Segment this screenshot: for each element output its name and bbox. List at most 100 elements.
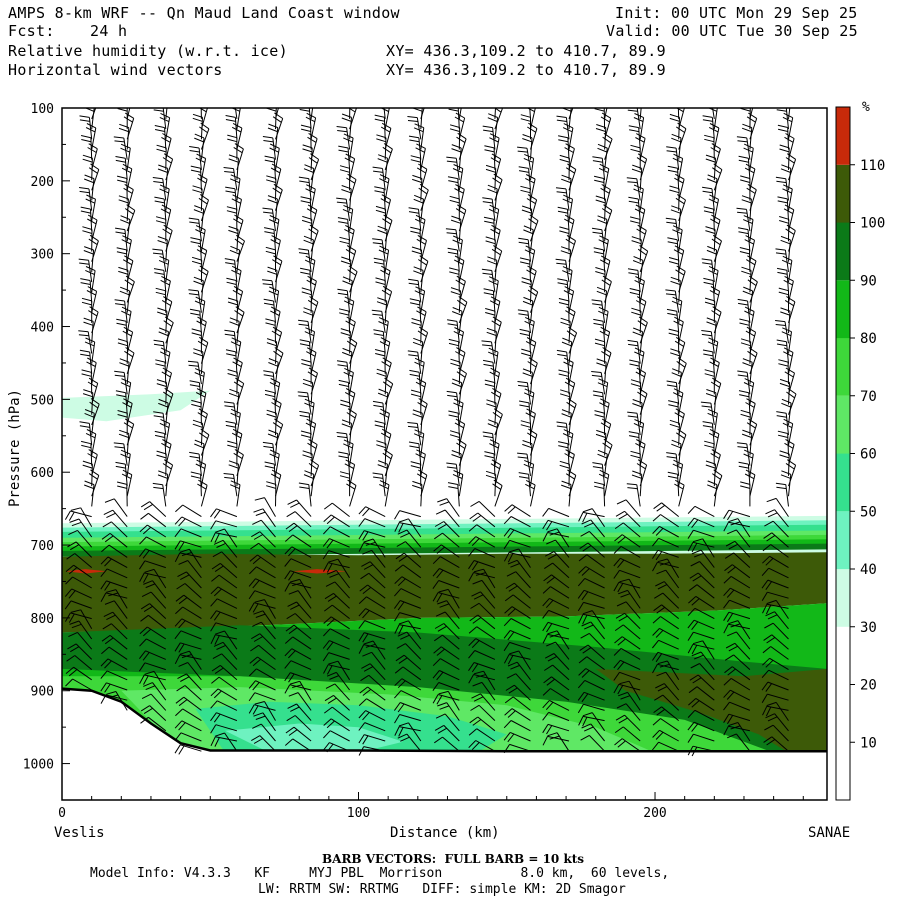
wind-barb: [509, 650, 531, 670]
wind-barb: [688, 595, 715, 609]
barb-feather: [264, 231, 275, 234]
barb-feather: [224, 333, 235, 337]
barb-feather: [616, 601, 627, 607]
wind-barb: [326, 671, 351, 691]
barb-feather: [233, 218, 243, 225]
barb-feather: [724, 654, 734, 661]
barb-feather: [592, 466, 603, 469]
barb-feather: [558, 369, 569, 373]
barb-feather: [90, 469, 100, 476]
wind-barb: [724, 666, 751, 681]
wind-barb: [84, 409, 95, 436]
barb-feather: [264, 389, 275, 394]
barb-shaft: [184, 685, 202, 701]
wind-barb: [630, 450, 641, 476]
colorbar-tick-label: 80: [860, 331, 877, 347]
barb-feather: [118, 433, 129, 438]
wind-barb: [723, 575, 751, 589]
barb-feather: [559, 393, 570, 398]
barb-feather: [600, 398, 610, 404]
wind-barb: [104, 498, 128, 517]
wind-barb: [116, 481, 128, 507]
barb-feather: [266, 485, 276, 489]
barb-feather: [481, 340, 492, 343]
barb-feather: [691, 746, 698, 757]
barb-feather: [526, 269, 536, 276]
wind-barb: [301, 287, 312, 313]
barb-feather: [687, 529, 694, 539]
barb-feather: [492, 316, 502, 323]
barb-feather: [226, 210, 237, 214]
barb-feather: [197, 340, 207, 347]
wind-barb: [265, 246, 276, 272]
barb-feather: [193, 276, 204, 282]
barb-shaft: [677, 474, 680, 497]
barb-feather: [593, 251, 604, 255]
barb-shaft: [728, 725, 751, 732]
barb-feather: [120, 143, 131, 149]
wind-barb: [727, 631, 751, 650]
barb-feather: [398, 625, 404, 635]
wind-barb: [284, 546, 312, 558]
barb-feather: [563, 194, 573, 200]
barb-feather: [491, 391, 501, 398]
barb-feather: [744, 310, 754, 316]
barb-feather: [493, 479, 503, 487]
barb-feather: [598, 167, 609, 174]
barb-feather: [197, 245, 207, 251]
barb-feather: [597, 215, 608, 220]
wind-barb: [374, 186, 386, 211]
wind-barb: [139, 626, 167, 640]
barb-feather: [488, 280, 498, 286]
wind-barb: [262, 441, 276, 466]
wind-barb: [593, 318, 606, 344]
barb-shaft: [442, 532, 460, 548]
barb-feather: [601, 208, 611, 215]
barb-feather: [747, 93, 756, 98]
barb-feather: [700, 401, 711, 404]
barb-feather: [87, 214, 98, 221]
barb-feather: [379, 341, 390, 347]
barb-feather: [410, 159, 421, 163]
barb-shaft: [636, 178, 641, 201]
barb-feather: [197, 316, 207, 323]
barb-feather: [407, 422, 418, 424]
barb-feather: [542, 712, 549, 721]
colorbar-tick-label: 50: [860, 504, 877, 520]
wind-barb: [613, 671, 641, 681]
barb-feather: [628, 431, 639, 434]
barb-shaft: [294, 613, 312, 630]
barb-feather: [738, 231, 749, 235]
wind-barb: [100, 658, 128, 671]
barb-feather: [451, 450, 462, 455]
barb-feather: [525, 245, 535, 251]
barb-feather: [636, 133, 646, 139]
wind-barb: [615, 714, 641, 732]
wind-barb: [578, 656, 605, 671]
wind-barb: [251, 531, 276, 548]
wind-barb: [118, 429, 130, 456]
barb-feather: [629, 363, 640, 367]
wind-barb: [224, 329, 238, 354]
wind-barb: [362, 549, 386, 568]
wind-barb: [504, 504, 531, 518]
barb-feather: [546, 539, 556, 545]
barb-feather: [140, 716, 149, 724]
barb-feather: [653, 604, 662, 612]
barb-feather: [336, 126, 347, 129]
barb-feather: [617, 685, 624, 695]
barb-shaft: [768, 567, 789, 579]
barb-feather: [507, 529, 515, 539]
barb-shaft: [346, 127, 351, 150]
barb-feather: [252, 705, 259, 715]
barb-feather: [723, 713, 730, 723]
wind-barb: [481, 340, 496, 364]
barb-feather: [708, 103, 717, 107]
barb-feather: [411, 322, 422, 326]
barb-feather: [301, 287, 312, 292]
barb-shaft: [221, 551, 238, 568]
barb-feather: [435, 509, 446, 515]
barb-feather: [341, 423, 352, 428]
wind-barb: [178, 560, 202, 579]
xy-line-2: XY= 436.3,109.2 to 410.7, 89.9: [386, 61, 666, 79]
